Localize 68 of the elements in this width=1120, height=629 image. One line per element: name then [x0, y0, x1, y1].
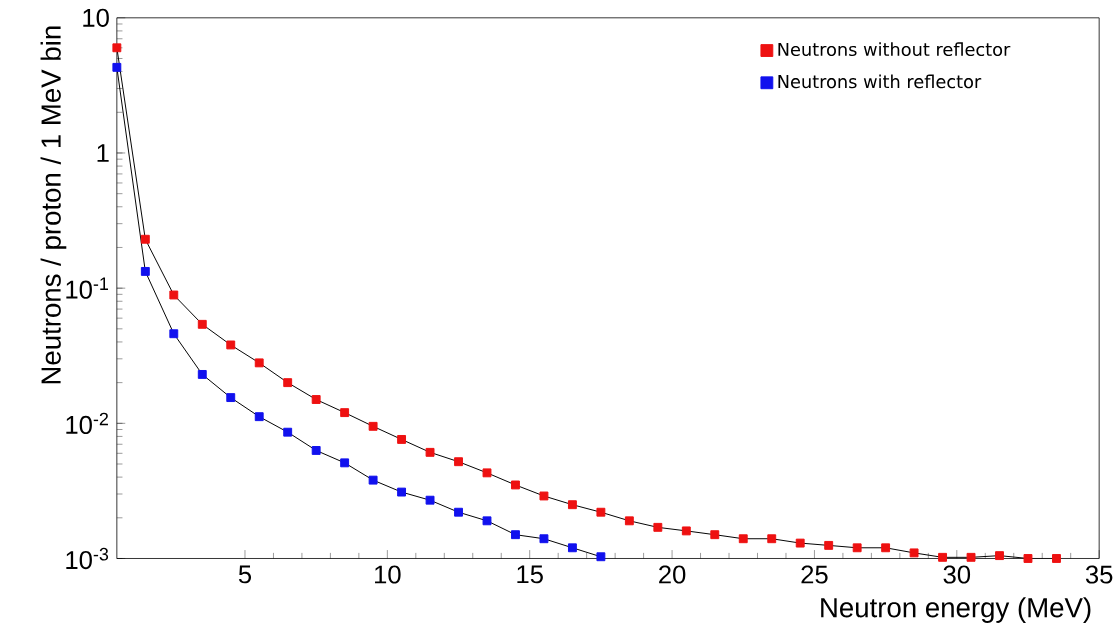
point [738, 534, 748, 543]
point [340, 407, 350, 417]
y-tick-label: 1 [97, 143, 109, 162]
y-tick-label: 10$^{-3}$ [66, 547, 109, 569]
point [624, 516, 634, 526]
point [596, 507, 606, 517]
x-tick-label: 10 [375, 565, 401, 584]
point [397, 487, 407, 497]
point [140, 234, 150, 244]
x-tick-label: 35 [1085, 565, 1113, 584]
point [824, 540, 834, 550]
point [368, 421, 378, 431]
x-tick-label: 25 [801, 565, 828, 584]
point [454, 457, 463, 466]
point [567, 500, 577, 509]
point [995, 550, 1004, 560]
x-axis-title: Neutron energy (MeV) [821, 596, 1091, 623]
point [852, 543, 862, 552]
point [653, 522, 663, 532]
point [197, 319, 207, 329]
point [226, 392, 236, 402]
point [1023, 553, 1033, 563]
y-tick-label: 10$^{-1}$ [66, 277, 109, 299]
point [511, 480, 520, 490]
legend-label: Neutrons without reflector [778, 42, 1011, 56]
point [795, 538, 805, 548]
point [254, 358, 264, 368]
point [340, 458, 350, 468]
point [311, 445, 321, 455]
legend-label: Neutrons with reflector [778, 74, 982, 89]
point [454, 507, 463, 517]
point [283, 427, 293, 437]
y-tick-label: 10 [83, 8, 109, 27]
point [539, 491, 549, 501]
point [169, 329, 179, 338]
y-tick-label: 10$^{-2}$ [66, 412, 108, 434]
point [596, 552, 606, 561]
y-axis-title: Neutrons / proton / 1 MeV bin [40, 26, 67, 384]
point [397, 434, 407, 444]
point [710, 530, 720, 539]
point [767, 534, 777, 543]
point [140, 266, 150, 276]
point [482, 516, 492, 526]
point [283, 377, 293, 387]
point [112, 43, 122, 53]
point [368, 475, 378, 485]
point [966, 552, 976, 562]
point [938, 552, 948, 562]
point [681, 526, 691, 536]
point [425, 447, 435, 457]
point [1052, 553, 1061, 563]
point [482, 468, 492, 478]
point [197, 369, 207, 379]
point [425, 495, 435, 505]
point [254, 411, 264, 421]
point [539, 534, 549, 543]
point [909, 548, 919, 558]
x-tick-label: 5 [238, 565, 252, 584]
point [511, 530, 520, 539]
point [311, 394, 321, 404]
x-tick-label: 30 [943, 565, 971, 584]
point [226, 340, 236, 350]
point [112, 62, 122, 72]
point [169, 290, 179, 300]
point [881, 543, 891, 552]
x-tick-label: 15 [517, 565, 543, 584]
point [567, 543, 577, 552]
x-tick-label: 20 [659, 565, 686, 584]
